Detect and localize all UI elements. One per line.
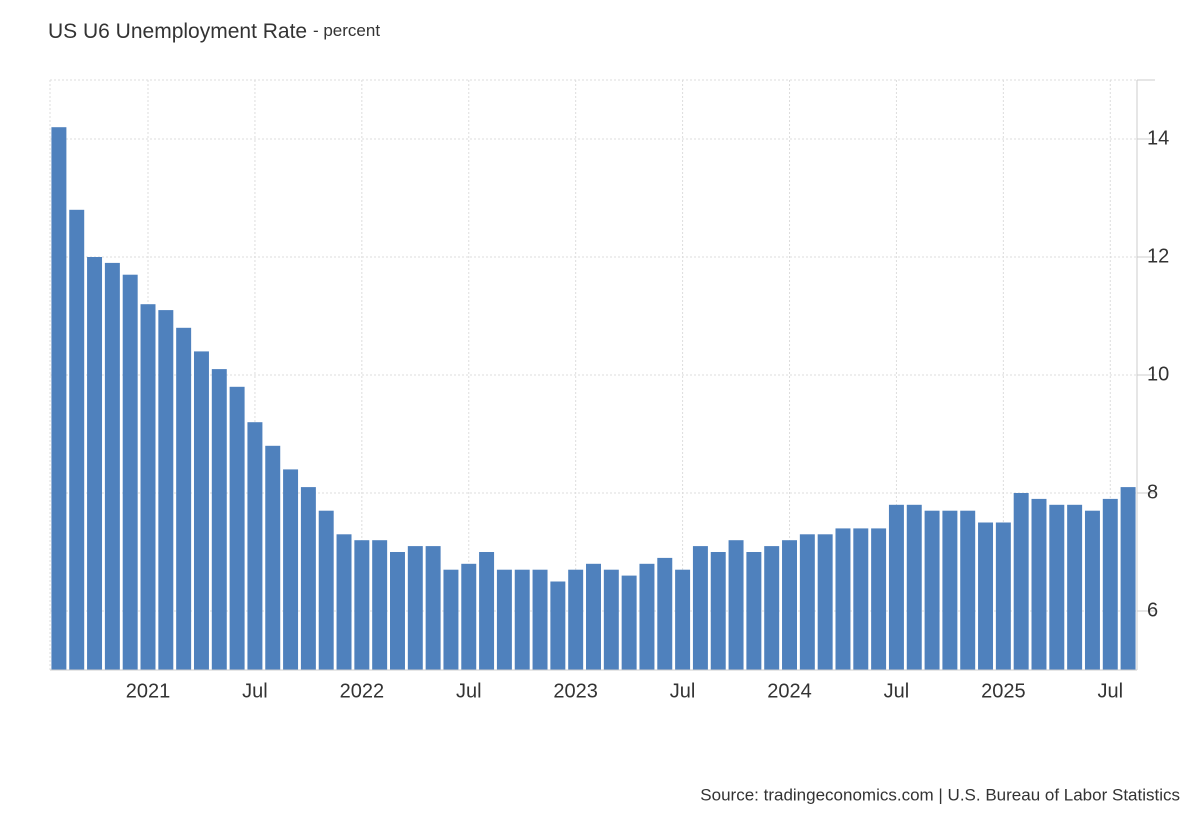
bar	[69, 209, 85, 671]
bar	[479, 552, 495, 670]
x-tick-label: 2024	[767, 680, 812, 702]
bar	[692, 546, 708, 670]
bar	[407, 546, 423, 670]
bar	[906, 504, 922, 670]
bar	[176, 327, 192, 670]
bar	[1120, 487, 1136, 670]
bar	[1049, 504, 1065, 670]
bar	[657, 557, 673, 670]
bar	[425, 546, 441, 670]
bar	[461, 563, 477, 670]
x-tick-label: 2023	[553, 680, 598, 702]
bar	[764, 546, 780, 670]
bar	[140, 304, 156, 670]
bar	[1067, 504, 1083, 670]
bar	[300, 487, 316, 670]
bar	[122, 274, 138, 670]
subtitle: - percent	[313, 21, 380, 40]
bar	[354, 540, 370, 670]
bar	[532, 569, 548, 670]
bar	[372, 540, 388, 670]
bar	[265, 445, 281, 670]
bar	[871, 528, 887, 670]
x-tick-label: Jul	[1097, 680, 1123, 702]
y-tick-label: 8	[1147, 481, 1158, 503]
bar	[104, 262, 120, 670]
bar	[193, 351, 209, 670]
bar	[443, 569, 459, 670]
bar	[853, 528, 869, 670]
x-tick-label: Jul	[456, 680, 482, 702]
bar	[514, 569, 530, 670]
x-tick-label: Jul	[670, 680, 696, 702]
bar	[229, 386, 245, 670]
bar	[51, 127, 67, 670]
chart-title: US U6 Unemployment Rate - percent	[48, 20, 380, 43]
bar	[888, 504, 904, 670]
bar	[1084, 510, 1100, 670]
bar	[675, 569, 691, 670]
bar	[158, 310, 174, 670]
bar	[978, 522, 994, 670]
bar	[746, 552, 762, 670]
x-tick-label: Jul	[884, 680, 910, 702]
x-tick-label: 2022	[340, 680, 385, 702]
bar	[603, 569, 619, 670]
bar	[924, 510, 940, 670]
bar	[389, 552, 405, 670]
bar	[817, 534, 833, 670]
bar	[586, 563, 601, 670]
bar	[211, 369, 227, 670]
bar	[960, 510, 976, 670]
bar	[1013, 493, 1029, 670]
y-tick-label: 10	[1147, 363, 1169, 385]
bar	[496, 569, 512, 670]
bar	[1102, 498, 1118, 670]
title: US U6 Unemployment Rate	[48, 20, 307, 43]
bar	[942, 510, 958, 670]
bar	[1031, 498, 1047, 670]
bar	[336, 534, 352, 670]
bar	[568, 569, 584, 670]
bar	[550, 581, 566, 670]
bar	[247, 422, 263, 670]
x-tick-label: 2021	[126, 680, 171, 702]
bar	[728, 540, 744, 670]
x-tick-label: Jul	[242, 680, 268, 702]
bar	[87, 257, 103, 670]
y-tick-label: 14	[1147, 127, 1169, 149]
bar	[995, 522, 1011, 670]
y-tick-label: 6	[1147, 599, 1158, 621]
bar	[639, 563, 655, 670]
bar	[782, 540, 798, 670]
bar	[318, 510, 334, 670]
bar	[621, 575, 637, 670]
bar	[835, 528, 851, 670]
bar	[710, 552, 726, 670]
bar	[283, 469, 299, 670]
bar	[799, 534, 815, 670]
y-tick-label: 12	[1147, 245, 1169, 267]
source: Source: tradingeconomics.com | U.S. Bure…	[700, 785, 1180, 804]
x-tick-label: 2025	[981, 680, 1026, 702]
